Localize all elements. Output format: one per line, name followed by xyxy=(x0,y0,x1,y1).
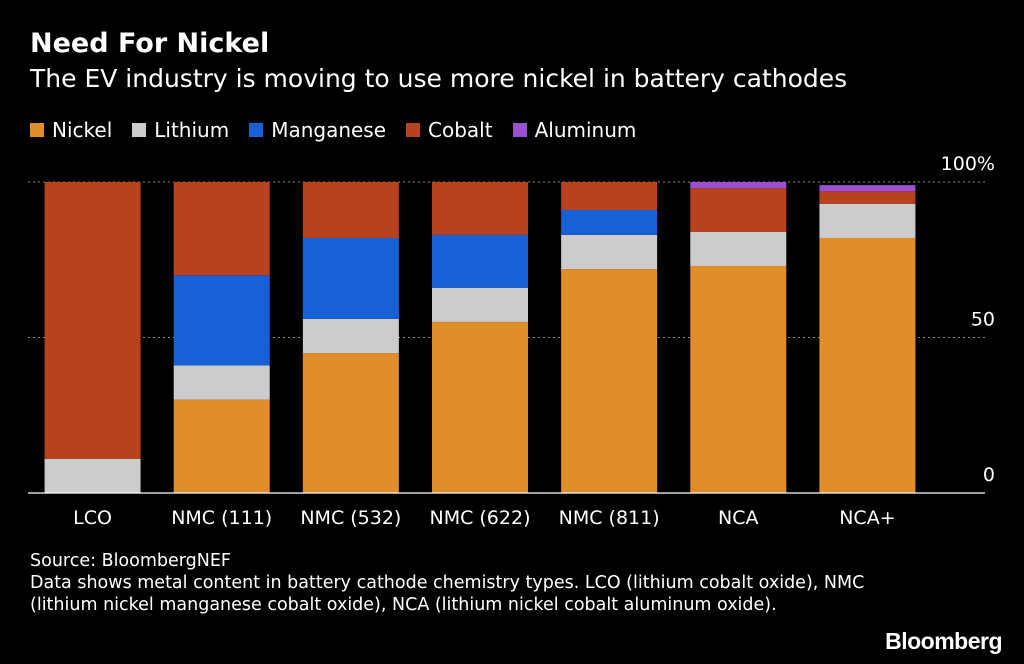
bar-segment-aluminum-6 xyxy=(819,185,916,192)
bar-segment-cobalt-2 xyxy=(302,182,399,238)
x-tick-label: NMC (532) xyxy=(300,507,401,529)
source-note: Source: BloombergNEF xyxy=(30,551,231,571)
footnote: Source: BloombergNEF Data shows metal co… xyxy=(30,550,880,616)
bar-segment-lithium-0 xyxy=(44,458,141,493)
legend-label-cobalt: Cobalt xyxy=(428,118,493,142)
bar-segment-cobalt-3 xyxy=(432,182,528,235)
bar-segment-manganese-3 xyxy=(432,234,528,288)
x-tick-label: NMC (111) xyxy=(171,507,272,529)
y-tick-label: 50 xyxy=(971,309,995,331)
legend-item-aluminum: Aluminum xyxy=(512,118,637,142)
bar-segment-nickel-4 xyxy=(561,269,658,493)
legend-item-manganese: Manganese xyxy=(249,118,386,142)
bar-segment-nickel-6 xyxy=(819,237,916,493)
bar-segment-lithium-5 xyxy=(690,231,787,266)
bar-segment-manganese-4 xyxy=(561,209,658,235)
bar-segment-lithium-3 xyxy=(432,287,528,322)
y-tick-label: 100% xyxy=(941,153,995,175)
x-tick-label: NMC (622) xyxy=(429,507,530,529)
legend-item-cobalt: Cobalt xyxy=(406,118,493,142)
legend-item-nickel: Nickel xyxy=(30,118,112,142)
bar-segment-cobalt-4 xyxy=(561,182,658,210)
x-tick-label: NMC (811) xyxy=(559,507,660,529)
bar-segment-nickel-3 xyxy=(432,321,528,493)
x-tick-label: LCO xyxy=(73,507,112,529)
legend-label-nickel: Nickel xyxy=(52,118,113,142)
bar-segment-lithium-6 xyxy=(819,203,916,238)
bar-segment-nickel-1 xyxy=(173,399,270,493)
legend-swatch-manganese xyxy=(249,123,264,137)
bar-segment-nickel-2 xyxy=(302,353,399,493)
bar-segment-lithium-1 xyxy=(173,365,270,400)
bar-segment-manganese-1 xyxy=(173,275,270,366)
legend-label-lithium: Lithium xyxy=(154,118,230,142)
bar-segment-cobalt-1 xyxy=(173,182,270,276)
bar-segment-lithium-4 xyxy=(561,234,658,270)
bar-segment-cobalt-0 xyxy=(44,182,141,459)
chart-title: Need For Nickel xyxy=(30,28,270,59)
legend-item-lithium: Lithium xyxy=(132,118,229,142)
legend-swatch-lithium xyxy=(132,123,147,137)
description-note: Data shows metal content in battery cath… xyxy=(30,573,865,615)
y-tick-label: 0 xyxy=(983,464,995,486)
chart-subtitle: The EV industry is moving to use more ni… xyxy=(30,64,848,93)
bloomberg-logo: Bloomberg xyxy=(885,628,1002,654)
legend-swatch-aluminum xyxy=(512,123,527,137)
legend: Nickel Lithium Manganese Cobalt Aluminum xyxy=(30,118,636,142)
bar-segment-cobalt-5 xyxy=(690,188,787,232)
bar-segment-manganese-2 xyxy=(302,237,399,319)
x-tick-label: NCA xyxy=(718,507,758,529)
legend-label-aluminum: Aluminum xyxy=(534,118,637,142)
bar-segment-nickel-5 xyxy=(690,265,787,493)
x-tick-label: NCA+ xyxy=(839,507,895,529)
bar-segment-aluminum-5 xyxy=(690,182,787,189)
legend-swatch-nickel xyxy=(30,123,44,137)
legend-label-manganese: Manganese xyxy=(271,118,387,142)
bar-segment-cobalt-6 xyxy=(819,191,916,204)
legend-swatch-cobalt xyxy=(406,123,421,137)
bar-segment-lithium-2 xyxy=(302,318,399,354)
